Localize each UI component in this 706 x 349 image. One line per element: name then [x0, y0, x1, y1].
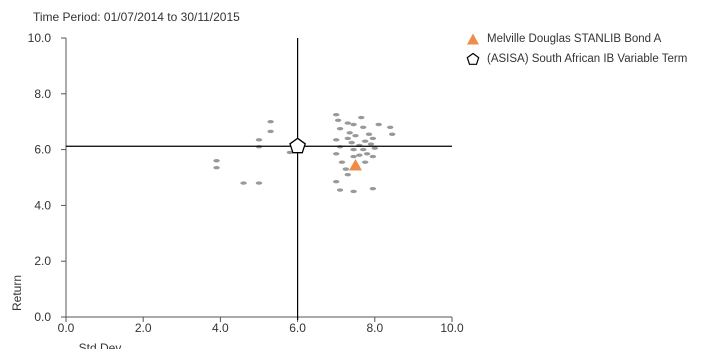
x-tick-label: 8.0 [366, 321, 383, 335]
triangle-icon [467, 33, 479, 45]
y-tick-label: 0.0 [34, 310, 51, 324]
highlight-markers [289, 137, 362, 171]
peer-point [338, 160, 346, 164]
peer-point [350, 189, 357, 194]
legend-label-fund: Melville Douglas STANLIB Bond A [487, 33, 662, 45]
x-tick-label: 10.0 [440, 321, 464, 335]
x-tick-label: 2.0 [135, 321, 152, 335]
y-tick-label: 2.0 [34, 254, 51, 268]
y-tick-label: 4.0 [34, 198, 51, 212]
peer-point [361, 160, 369, 164]
peer-point [333, 179, 340, 184]
peer-point [367, 142, 375, 146]
peer-point [369, 186, 377, 191]
peer-point [267, 129, 274, 134]
peer-point [369, 154, 377, 159]
peer-point [350, 122, 357, 127]
peer-point [336, 188, 344, 192]
legend-item-fund: Melville Douglas STANLIB Bond A [466, 29, 687, 49]
peer-point [213, 159, 220, 163]
peer-point [333, 113, 340, 117]
peer-point [369, 136, 377, 141]
legend-label-peer-average: (ASISA) South African IB Variable Term [487, 53, 688, 65]
peer-points [213, 113, 396, 194]
peer-point [350, 147, 357, 152]
peer-point [371, 146, 378, 150]
peer-average-marker [289, 137, 306, 154]
pentagon-icon [466, 52, 480, 65]
peer-point [255, 181, 263, 185]
peer-point [255, 138, 263, 142]
peer-point [348, 140, 355, 145]
x-tick-label: 0.0 [58, 321, 75, 335]
peer-point [333, 152, 340, 156]
y-tick-label: 10.0 [28, 31, 52, 45]
peer-point [267, 120, 274, 124]
peer-point [344, 173, 351, 177]
peer-point [286, 150, 294, 155]
y-tick-label: 6.0 [34, 143, 51, 157]
peer-point [344, 136, 351, 141]
legend: Melville Douglas STANLIB Bond A (ASISA) … [466, 29, 687, 69]
peer-point [360, 125, 367, 129]
y-axis-title: Return [10, 275, 24, 311]
axis-labels: 0.0 2.0 4.0 6.0 8.0 10.0 0.0 2.0 4.0 6.0 8.0 10.0 St… [10, 31, 464, 349]
time-period-label: Time Period: 01/07/2014 to 30/11/2015 [33, 10, 240, 24]
peer-point [363, 152, 371, 156]
peer-point [360, 147, 367, 152]
peer-point [352, 133, 359, 138]
peer-point [213, 166, 220, 170]
peer-point [346, 131, 353, 135]
x-axis-title: Std Dev [79, 341, 122, 349]
peer-point [361, 139, 369, 143]
axes [61, 37, 453, 322]
peer-point [358, 115, 365, 120]
x-tick-label: 6.0 [289, 321, 306, 335]
peer-point [375, 122, 382, 127]
x-tick-label: 4.0 [212, 321, 229, 335]
crosshair [66, 38, 452, 320]
peer-point [388, 132, 396, 136]
peer-point [334, 118, 342, 123]
peer-point [365, 132, 373, 136]
peer-point [342, 167, 350, 171]
peer-point [344, 121, 351, 125]
legend-item-peer-average: (ASISA) South African IB Variable Term [466, 49, 687, 69]
y-tick-label: 8.0 [34, 87, 51, 101]
peer-point [356, 153, 363, 157]
peer-point [350, 154, 357, 159]
peer-point [333, 138, 340, 142]
peer-point [387, 125, 394, 129]
peer-point [240, 181, 247, 185]
peer-point [336, 126, 344, 131]
fund-marker [349, 158, 362, 171]
